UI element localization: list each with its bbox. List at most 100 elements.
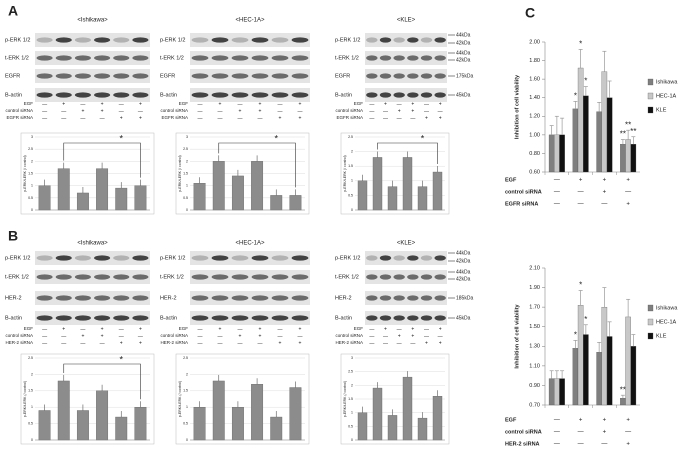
blot-band xyxy=(291,73,309,79)
bar xyxy=(251,161,264,211)
condition-mark: — xyxy=(278,101,283,107)
marker-label: 42kDa xyxy=(456,57,471,63)
blot-band xyxy=(132,37,149,43)
bar xyxy=(548,378,555,406)
marker-label: 45kDa xyxy=(456,315,471,321)
condition-label: EGF xyxy=(24,326,34,331)
condition-mark: + xyxy=(603,190,607,196)
condition-mark: — xyxy=(438,108,443,114)
blot-strip xyxy=(365,88,447,102)
blot-row-label: B-actin xyxy=(5,92,22,98)
bar xyxy=(625,139,631,173)
blot-strip xyxy=(35,69,150,83)
condition-mark: — xyxy=(369,340,374,346)
condition-mark: — xyxy=(218,108,223,114)
significance-label: ** xyxy=(630,127,636,136)
legend-swatch xyxy=(647,92,654,100)
condition-mark: + xyxy=(398,108,401,114)
blot-band xyxy=(393,274,405,280)
blot-band xyxy=(379,73,392,79)
blot-band xyxy=(251,73,269,79)
condition-mark: — xyxy=(80,115,85,121)
blot-band xyxy=(231,73,249,79)
blot-row-label: B-actin xyxy=(5,315,22,321)
y-axis-label: p-ERK/t-ERK (/ control) xyxy=(23,381,27,417)
blot-band xyxy=(271,295,289,301)
condition-label: EGFR siRNA xyxy=(161,115,188,120)
condition-mark: + xyxy=(101,108,104,114)
blot-band xyxy=(36,274,53,280)
blot-band xyxy=(113,315,130,321)
condition-mark: — xyxy=(554,190,560,196)
bar xyxy=(402,376,413,441)
blot-band xyxy=(113,92,130,98)
significance-label: ** xyxy=(620,385,626,394)
condition-mark: — xyxy=(278,108,283,114)
blot-band xyxy=(36,73,53,79)
blot-row-label: p-ERK 1/2 xyxy=(335,255,360,261)
blot-band xyxy=(393,92,405,98)
blot-row-label: B-actin xyxy=(335,92,352,98)
y-tick-label: 2.5 xyxy=(183,356,188,360)
blot-band xyxy=(420,255,433,261)
blot-band xyxy=(36,55,53,61)
blot-band xyxy=(94,73,111,79)
blot-band xyxy=(74,92,91,98)
bar xyxy=(57,168,70,211)
condition-mark: — xyxy=(218,340,223,346)
blot-row-label: EGFR xyxy=(160,73,175,79)
blot-band xyxy=(36,295,53,301)
blot-band xyxy=(251,274,269,280)
blot-band xyxy=(74,295,91,301)
condition-mark: — xyxy=(410,340,415,346)
significance-bracket xyxy=(218,142,296,188)
y-tick-label: 1 xyxy=(186,405,188,409)
blot-band xyxy=(291,37,309,43)
blot-row-label: p-ERK 1/2 xyxy=(5,255,30,261)
condition-mark: — xyxy=(397,101,402,107)
condition-mark: + xyxy=(62,101,65,107)
bar xyxy=(577,305,584,406)
y-tick-label: 1.5 xyxy=(28,171,33,175)
y-tick-label: 0.5 xyxy=(348,193,353,197)
condition-mark: + xyxy=(603,418,607,424)
blot-row-label: t-ERK 1/2 xyxy=(5,55,29,61)
condition-mark: — xyxy=(238,101,243,107)
blot-band xyxy=(211,55,229,61)
condition-mark: — xyxy=(198,101,203,107)
bar xyxy=(417,186,428,211)
blot-strip xyxy=(365,69,447,83)
bar xyxy=(583,95,589,173)
blot-strip xyxy=(365,291,447,305)
y-tick-label: 0 xyxy=(351,438,353,442)
condition-mark: — xyxy=(554,178,560,184)
condition-label: control siRNA xyxy=(5,333,33,338)
y-tick-label: 0 xyxy=(31,438,33,442)
y-axis-label: p-ERK/t-ERK (/ control) xyxy=(178,155,182,191)
blot-band xyxy=(291,274,309,280)
blot-band xyxy=(132,295,149,301)
condition-mark: + xyxy=(101,101,104,107)
y-axis-label: p-ERK/t-ERK (/ control) xyxy=(178,381,182,417)
bar xyxy=(601,306,608,406)
condition-label: EGF xyxy=(505,177,517,183)
blot-band xyxy=(94,255,111,261)
blot-band xyxy=(420,274,433,280)
condition-mark: — xyxy=(218,333,223,339)
blot-row-label: p-ERK 1/2 xyxy=(160,255,185,261)
condition-mark: + xyxy=(239,333,242,339)
bar xyxy=(432,171,443,211)
bar xyxy=(289,195,302,211)
y-tick-label: 1.70 xyxy=(529,305,540,311)
blot-row-label: B-actin xyxy=(160,315,177,321)
blot-band xyxy=(251,295,269,301)
blot-band xyxy=(231,295,249,301)
y-tick-label: 2 xyxy=(351,150,353,154)
y-tick-label: 0.90 xyxy=(529,383,540,389)
condition-mark: — xyxy=(61,340,66,346)
panel-label: A xyxy=(8,3,18,19)
condition-mark: + xyxy=(239,108,242,114)
condition-mark: + xyxy=(120,340,123,346)
condition-mark: + xyxy=(439,340,442,346)
blot-band xyxy=(113,255,130,261)
